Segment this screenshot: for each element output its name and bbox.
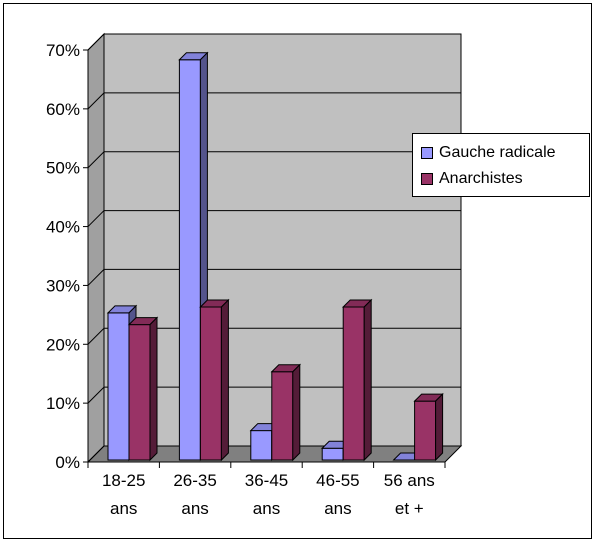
bar-gauche-radicale — [178, 59, 201, 461]
x-tick-label: ans — [110, 499, 137, 518]
x-tick-label: et + — [395, 499, 424, 518]
bar-side — [220, 298, 229, 462]
gridline — [87, 210, 461, 227]
bar-anarchistes — [199, 306, 222, 461]
gridline — [87, 151, 461, 169]
bar-side — [292, 363, 301, 462]
gridline — [87, 386, 461, 404]
y-tick-label: 50% — [46, 159, 80, 178]
bar-anarchistes — [342, 306, 365, 461]
bar-gauche-radicale — [107, 312, 130, 461]
x-tick-label: ans — [324, 499, 351, 518]
x-tick-label: ans — [253, 499, 280, 518]
y-tick-label: 0% — [55, 453, 80, 472]
y-tick-label: 60% — [46, 100, 80, 119]
y-tick-label: 20% — [46, 335, 80, 354]
gridline — [87, 92, 461, 110]
bar-side — [149, 316, 158, 462]
bar-anarchistes — [128, 324, 151, 461]
legend-swatch-gauche-radicale — [421, 147, 433, 159]
gridline — [87, 327, 461, 345]
x-tick-label: 36-45 — [245, 471, 288, 490]
bar-gauche-radicale — [250, 430, 273, 461]
y-tick-label: 40% — [46, 218, 80, 237]
bar-anarchistes — [414, 400, 437, 461]
plot-side-wall — [87, 32, 105, 464]
y-tick-label: 10% — [46, 394, 80, 413]
bar-side — [363, 298, 372, 462]
bar-anarchistes — [271, 371, 294, 461]
x-tick-label: 18-25 — [102, 471, 145, 490]
x-tick-label: 56 ans — [384, 471, 435, 490]
legend-swatch-anarchistes — [421, 173, 433, 185]
y-tick-label: 30% — [46, 276, 80, 295]
legend-item-anarchistes: Anarchistes — [421, 168, 523, 190]
legend-label-gauche-radicale: Gauche radicale — [439, 144, 556, 161]
chart-legend: Gauche radicale Anarchistes — [412, 133, 590, 197]
x-tick-label: 26-35 — [173, 471, 216, 490]
bar-gauche-radicale — [321, 447, 344, 461]
y-tick-label: 70% — [46, 41, 80, 60]
x-tick-label: 46-55 — [316, 471, 359, 490]
gridline — [87, 33, 461, 51]
legend-label-anarchistes: Anarchistes — [439, 170, 523, 187]
x-tick-label: ans — [181, 499, 208, 518]
bar-side — [435, 392, 444, 462]
legend-item-gauche-radicale: Gauche radicale — [421, 142, 556, 164]
gridline — [87, 268, 461, 286]
